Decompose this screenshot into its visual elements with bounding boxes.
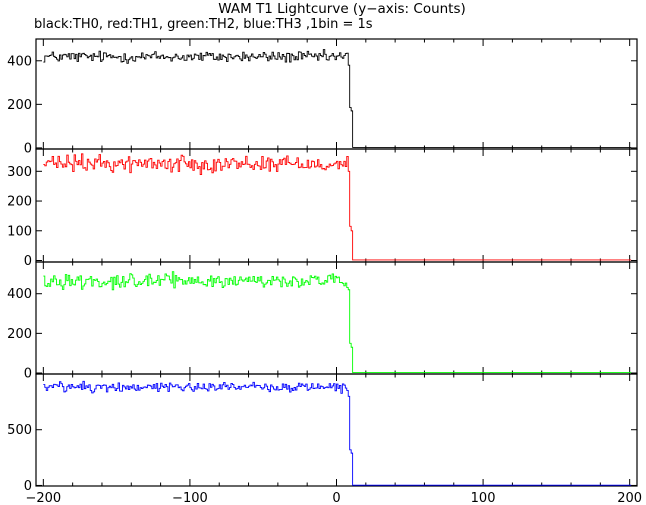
y-tick-label: 500 [7, 423, 32, 438]
panel-th3: 0 500 [7, 373, 638, 494]
series-line-th3 [43, 380, 632, 486]
x-tick-label: −200 [25, 491, 61, 505]
y-tick-label: 0 [24, 141, 32, 156]
y-tick-label: 300 [7, 165, 32, 180]
y-tick-label: 200 [7, 98, 32, 113]
panels-group: 0 200 400 0 100 200 300 0 200 400 0 500 [7, 38, 638, 494]
series-line-th1 [43, 153, 632, 261]
panel-th2: 0 200 400 [7, 261, 638, 382]
x-tick-label: 0 [332, 491, 340, 505]
series-line-th0 [43, 49, 632, 148]
x-tick-label: 100 [471, 491, 496, 505]
x-tick-label: 200 [617, 491, 642, 505]
panel-frame-th2 [35, 261, 638, 375]
y-tick-label: 0 [24, 367, 32, 382]
y-tick-label: 200 [7, 327, 32, 342]
panel-frame-th0 [35, 38, 638, 150]
y-tick-label: 0 [24, 479, 32, 494]
y-tick-label: 400 [7, 54, 32, 69]
x-tick-label: −100 [172, 491, 208, 505]
panel-th1: 0 100 200 300 [7, 148, 638, 269]
panel-th0: 0 200 400 [7, 38, 638, 156]
y-tick-label: 200 [7, 195, 32, 210]
panel-frame-th1 [35, 148, 638, 263]
y-tick-label: 100 [7, 224, 32, 239]
y-tick-label: 0 [24, 254, 32, 269]
chart-title: WAM T1 Lightcurve (y−axis: Counts) [218, 1, 466, 17]
series-line-th2 [43, 271, 632, 374]
chart-subtitle: black:TH0, red:TH1, green:TH2, blue:TH3 … [34, 17, 373, 32]
x-axis: −200 −100 0 100 200 [25, 491, 642, 505]
y-tick-label: 400 [7, 287, 32, 302]
